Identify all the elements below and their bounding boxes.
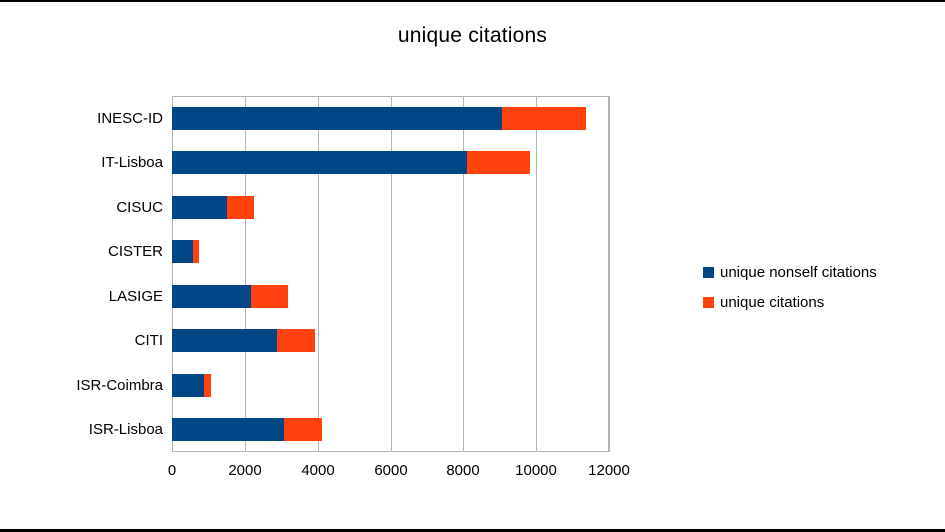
legend-label: unique nonself citations xyxy=(720,264,877,281)
category-label-ISR-Lisboa: ISR-Lisboa xyxy=(88,421,163,439)
bar-segment-ISR-Lisboa-unique-nonself-citations xyxy=(172,418,284,441)
legend-label: unique citations xyxy=(720,294,825,311)
bar-segment-ISR-Coimbra-unique-citations xyxy=(204,374,212,397)
gridline-2000 xyxy=(245,96,246,452)
gridline-10000 xyxy=(536,96,537,452)
x-tick-label-4000: 4000 xyxy=(301,462,335,479)
legend-swatch-icon xyxy=(703,297,714,308)
bar-segment-CISTER-unique-citations xyxy=(193,240,199,263)
bar-segment-ISR-Lisboa-unique-citations xyxy=(283,418,323,441)
bar-segment-CITI-unique-citations xyxy=(276,329,315,352)
bar-segment-INESC-ID-unique-citations xyxy=(502,107,587,130)
bar-segment-CITI-unique-nonself-citations xyxy=(172,329,277,352)
legend-swatch-icon xyxy=(703,267,714,278)
legend: unique nonself citations unique citations xyxy=(703,264,877,311)
chart-title: unique citations xyxy=(397,24,548,47)
legend-item-unique-nonself-citations: unique nonself citations xyxy=(703,264,877,281)
category-label-ISR-Coimbra: ISR-Coimbra xyxy=(76,376,163,394)
bar-segment-ISR-Coimbra-unique-nonself-citations xyxy=(172,374,205,397)
bar-segment-CISUC-unique-nonself-citations xyxy=(172,196,227,219)
bar-segment-LASIGE-unique-nonself-citations xyxy=(172,285,252,308)
gridline-12000 xyxy=(609,96,610,452)
x-tick-label-12000: 12000 xyxy=(588,462,630,479)
category-label-INESC-ID: INESC-ID xyxy=(97,109,163,127)
x-tick-label-10000: 10000 xyxy=(515,462,557,479)
category-label-IT-Lisboa: IT-Lisboa xyxy=(101,154,163,172)
slide-top-edge xyxy=(0,0,945,2)
x-tick-label-8000: 8000 xyxy=(446,462,480,479)
bar-segment-CISUC-unique-citations xyxy=(226,196,254,219)
category-label-CITI: CITI xyxy=(134,332,163,350)
gridline-8000 xyxy=(463,96,464,452)
bar-segment-IT-Lisboa-unique-nonself-citations xyxy=(172,151,467,174)
bar-segment-CISTER-unique-nonself-citations xyxy=(172,240,194,263)
bar-segment-LASIGE-unique-citations xyxy=(251,285,288,308)
category-label-CISTER: CISTER xyxy=(107,243,163,261)
gridline-0 xyxy=(172,96,173,452)
category-label-LASIGE: LASIGE xyxy=(108,287,163,305)
x-tick-label-6000: 6000 xyxy=(374,462,408,479)
bar-segment-IT-Lisboa-unique-citations xyxy=(466,151,531,174)
gridline-6000 xyxy=(391,96,392,452)
x-tick-label-0: 0 xyxy=(167,462,177,479)
category-label-CISUC: CISUC xyxy=(116,198,163,216)
slide-bottom-edge xyxy=(0,529,945,532)
legend-item-unique-citations: unique citations xyxy=(703,294,877,311)
bar-segment-INESC-ID-unique-nonself-citations xyxy=(172,107,503,130)
x-tick-label-2000: 2000 xyxy=(228,462,262,479)
gridline-4000 xyxy=(318,96,319,452)
